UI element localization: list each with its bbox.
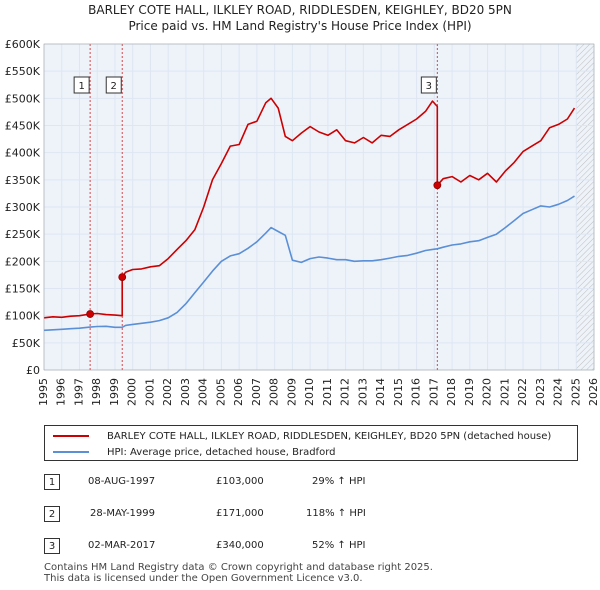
x-tick-label: 2003	[179, 378, 192, 406]
sale-label-number: 1	[78, 81, 84, 92]
sale-hpi-change: 52% ↑ HPI	[312, 540, 366, 551]
y-tick-label: £250K	[5, 228, 41, 241]
y-tick-label: £450K	[5, 120, 41, 133]
y-tick-label: £200K	[5, 255, 41, 268]
sale-point	[118, 273, 127, 281]
y-tick-label: £350K	[5, 174, 41, 187]
legend-label-hpi: HPI: Average price, detached house, Brad…	[107, 446, 336, 458]
sale-label-number: 2	[111, 81, 117, 92]
hpi-line	[43, 195, 575, 332]
x-tick-label: 2011	[321, 378, 334, 406]
sale-date: 28-MAY-1999	[90, 508, 156, 519]
sale-label-number: 3	[426, 81, 432, 92]
footer-copyright: Contains HM Land Registry data © Crown c…	[44, 562, 433, 573]
x-tick-label: 1996	[55, 378, 68, 406]
y-tick-label: £500K	[5, 92, 41, 105]
property-price-line	[43, 97, 576, 319]
x-tick-label: 2025	[569, 378, 582, 406]
sale-price: £340,000	[216, 540, 264, 551]
x-tick-label: 1999	[108, 378, 121, 406]
legend: BARLEY COTE HALL, ILKLEY ROAD, RIDDLESDE…	[44, 425, 578, 461]
sale-point	[86, 310, 95, 318]
x-tick-label: 2005	[214, 378, 227, 406]
sale-label-box	[105, 76, 122, 94]
chart-title-line2: Price paid vs. HM Land Registry's House …	[128, 19, 472, 33]
x-tick-label: 2017	[427, 378, 440, 406]
x-tick-label: 2010	[303, 378, 316, 406]
x-tick-label: 2020	[481, 378, 494, 406]
sale-hpi-change: 118% ↑ HPI	[306, 508, 366, 519]
x-tick-label: 2013	[356, 378, 369, 406]
sale-price: £103,000	[216, 476, 264, 487]
x-tick-label: 2006	[232, 378, 245, 406]
y-tick-label: £550K	[5, 65, 41, 78]
x-tick-label: 2018	[445, 378, 458, 406]
sale-row: 1 08-AUG-1997 £103,000 29% ↑ HPI	[44, 474, 464, 492]
x-tick-label: 2026	[587, 378, 600, 406]
sale-date: 08-AUG-1997	[88, 476, 156, 487]
x-tick-label: 2015	[392, 378, 405, 406]
sale-hpi-change: 29% ↑ HPI	[312, 476, 366, 487]
legend-swatch-property	[53, 435, 89, 437]
x-tick-label: 2009	[285, 378, 298, 406]
sale-row: 3 02-MAR-2017 £340,000 52% ↑ HPI	[44, 538, 464, 556]
chart-title-line1: BARLEY COTE HALL, ILKLEY ROAD, RIDDLESDE…	[88, 3, 512, 17]
legend-swatch-hpi	[53, 451, 89, 453]
sale-label-box	[420, 76, 437, 94]
y-tick-label: £0	[26, 364, 40, 377]
x-tick-label: 2019	[463, 378, 476, 406]
sale-date: 02-MAR-2017	[88, 540, 156, 551]
x-tick-label: 2012	[339, 378, 352, 406]
sale-label-box	[73, 76, 90, 94]
x-tick-label: 2014	[374, 378, 387, 406]
y-tick-label: £400K	[5, 147, 41, 160]
sale-price: £171,000	[216, 508, 264, 519]
x-tick-label: 2022	[516, 378, 529, 406]
x-tick-label: 1995	[37, 378, 50, 406]
legend-item-hpi: HPI: Average price, detached house, Brad…	[53, 444, 335, 460]
x-tick-label: 2001	[143, 378, 156, 406]
x-tick-label: 2024	[552, 378, 565, 406]
y-tick-label: £600K	[5, 38, 41, 51]
x-tick-label: 2000	[126, 378, 139, 406]
x-tick-label: 1998	[90, 378, 103, 406]
legend-label-property: BARLEY COTE HALL, ILKLEY ROAD, RIDDLESDE…	[107, 430, 552, 442]
sale-row: 2 28-MAY-1999 £171,000 118% ↑ HPI	[44, 506, 464, 524]
y-tick-label: £100K	[5, 310, 41, 323]
sale-number-badge: 3	[44, 538, 60, 554]
legend-item-property: BARLEY COTE HALL, ILKLEY ROAD, RIDDLESDE…	[53, 428, 551, 444]
y-tick-label: £150K	[5, 283, 41, 296]
price-chart: £0 £50K £100K £150K £200K £250K £300K £350K £400…	[5, 38, 600, 406]
x-tick-label: 1997	[72, 378, 85, 406]
x-tick-label: 2002	[161, 378, 174, 406]
sale-number-badge: 2	[44, 506, 60, 522]
sale-number-badge: 1	[44, 474, 60, 490]
x-tick-label: 2016	[410, 378, 423, 406]
sale-point	[433, 181, 442, 190]
x-tick-label: 2008	[268, 378, 281, 406]
y-tick-label: £50K	[12, 337, 41, 350]
x-tick-label: 2004	[197, 378, 210, 406]
x-tick-label: 2007	[250, 378, 263, 406]
plot-border	[43, 43, 595, 371]
x-tick-label: 2023	[534, 378, 547, 406]
y-tick-label: £300K	[5, 201, 41, 214]
x-tick-label: 2021	[498, 378, 511, 406]
footer-licence: This data is licensed under the Open Gov…	[44, 573, 363, 584]
